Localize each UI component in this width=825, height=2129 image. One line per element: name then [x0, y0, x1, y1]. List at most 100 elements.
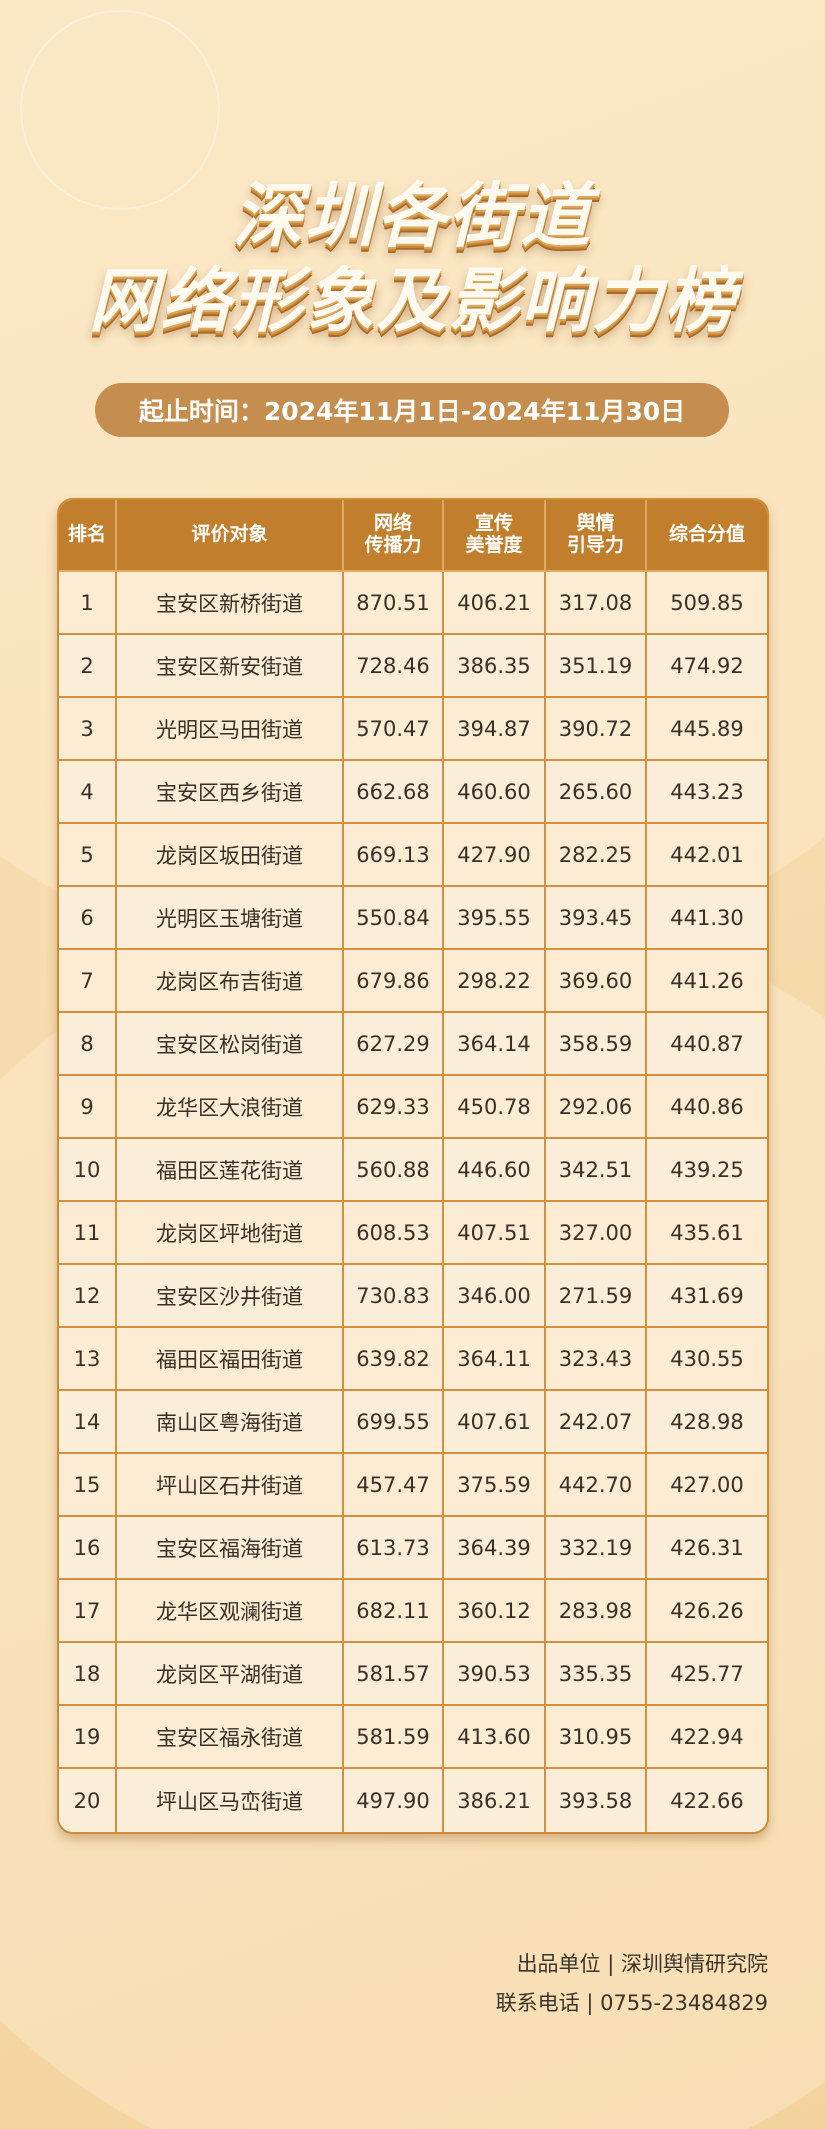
cell-rank: 9: [59, 1076, 117, 1139]
cell-total-score: 445.89: [647, 698, 767, 761]
cell-target: 龙华区大浪街道: [117, 1076, 344, 1139]
cell-total-score: 426.31: [647, 1517, 767, 1580]
page-title-line2: 网络形象及影响力榜: [88, 260, 737, 342]
cell-total-score: 441.30: [647, 887, 767, 950]
cell-network-spread: 457.47: [344, 1454, 444, 1517]
cell-total-score: 440.87: [647, 1013, 767, 1076]
cell-opinion-guidance: 242.07: [546, 1391, 647, 1454]
cell-rank: 19: [59, 1706, 117, 1769]
cell-rank: 17: [59, 1580, 117, 1643]
cell-rank: 10: [59, 1139, 117, 1202]
cell-target: 宝安区西乡街道: [117, 761, 344, 824]
table-row: 20 坪山区马峦街道 497.90 386.21 393.58 422.66: [59, 1769, 767, 1832]
cell-total-score: 439.25: [647, 1139, 767, 1202]
footer-producer: 出品单位 | 深圳舆情研究院: [516, 1952, 768, 1976]
cell-total-score: 422.66: [647, 1769, 767, 1832]
cell-target: 龙岗区平湖街道: [117, 1643, 344, 1706]
cell-opinion-guidance: 393.45: [546, 887, 647, 950]
wifi-decoration-icon: [20, 10, 220, 210]
cell-total-score: 428.98: [647, 1391, 767, 1454]
cell-rank: 8: [59, 1013, 117, 1076]
header-opinion-guidance: 舆情 引导力: [546, 500, 647, 572]
cell-target: 龙岗区坂田街道: [117, 824, 344, 887]
table-row: 6 光明区玉塘街道 550.84 395.55 393.45 441.30: [59, 887, 767, 950]
cell-network-spread: 581.57: [344, 1643, 444, 1706]
cell-opinion-guidance: 393.58: [546, 1769, 647, 1832]
cell-target: 坪山区马峦街道: [117, 1769, 344, 1832]
cell-network-spread: 682.11: [344, 1580, 444, 1643]
cell-target: 福田区莲花街道: [117, 1139, 344, 1202]
table-row: 19 宝安区福永街道 581.59 413.60 310.95 422.94: [59, 1706, 767, 1769]
date-range-badge: 起止时间：2024年11月1日-2024年11月30日: [95, 383, 729, 437]
cell-network-spread: 662.68: [344, 761, 444, 824]
cell-network-spread: 570.47: [344, 698, 444, 761]
cell-network-spread: 679.86: [344, 950, 444, 1013]
cell-total-score: 427.00: [647, 1454, 767, 1517]
cell-publicity-reputation: 460.60: [444, 761, 546, 824]
cell-opinion-guidance: 265.60: [546, 761, 647, 824]
cell-publicity-reputation: 394.87: [444, 698, 546, 761]
table-row: 5 龙岗区坂田街道 669.13 427.90 282.25 442.01: [59, 824, 767, 887]
cell-opinion-guidance: 282.25: [546, 824, 647, 887]
cell-publicity-reputation: 364.39: [444, 1517, 546, 1580]
table-row: 2 宝安区新安街道 728.46 386.35 351.19 474.92: [59, 635, 767, 698]
cell-rank: 7: [59, 950, 117, 1013]
cell-publicity-reputation: 395.55: [444, 887, 546, 950]
cell-publicity-reputation: 298.22: [444, 950, 546, 1013]
cell-total-score: 425.77: [647, 1643, 767, 1706]
cell-total-score: 442.01: [647, 824, 767, 887]
table-row: 12 宝安区沙井街道 730.83 346.00 271.59 431.69: [59, 1265, 767, 1328]
cell-rank: 16: [59, 1517, 117, 1580]
table-header: 排名 评价对象 网络 传播力 宣传 美誉度 舆情 引导力 综合分值: [59, 500, 767, 572]
table-row: 4 宝安区西乡街道 662.68 460.60 265.60 443.23: [59, 761, 767, 824]
table-row: 10 福田区莲花街道 560.88 446.60 342.51 439.25: [59, 1139, 767, 1202]
table-row: 17 龙华区观澜街道 682.11 360.12 283.98 426.26: [59, 1580, 767, 1643]
cell-total-score: 430.55: [647, 1328, 767, 1391]
cell-network-spread: 627.29: [344, 1013, 444, 1076]
cell-publicity-reputation: 375.59: [444, 1454, 546, 1517]
table-row: 11 龙岗区坪地街道 608.53 407.51 327.00 435.61: [59, 1202, 767, 1265]
table-row: 8 宝安区松岗街道 627.29 364.14 358.59 440.87: [59, 1013, 767, 1076]
cell-network-spread: 639.82: [344, 1328, 444, 1391]
cell-network-spread: 581.59: [344, 1706, 444, 1769]
header-rank: 排名: [59, 500, 117, 572]
cell-total-score: 422.94: [647, 1706, 767, 1769]
table-row: 1 宝安区新桥街道 870.51 406.21 317.08 509.85: [59, 572, 767, 635]
cell-opinion-guidance: 271.59: [546, 1265, 647, 1328]
cell-network-spread: 699.55: [344, 1391, 444, 1454]
cell-publicity-reputation: 446.60: [444, 1139, 546, 1202]
cell-total-score: 426.26: [647, 1580, 767, 1643]
cell-opinion-guidance: 358.59: [546, 1013, 647, 1076]
table-row: 15 坪山区石井街道 457.47 375.59 442.70 427.00: [59, 1454, 767, 1517]
cell-rank: 5: [59, 824, 117, 887]
cell-opinion-guidance: 283.98: [546, 1580, 647, 1643]
cell-publicity-reputation: 413.60: [444, 1706, 546, 1769]
table-row: 14 南山区粤海街道 699.55 407.61 242.07 428.98: [59, 1391, 767, 1454]
cell-target: 龙岗区坪地街道: [117, 1202, 344, 1265]
cell-opinion-guidance: 369.60: [546, 950, 647, 1013]
table-row: 7 龙岗区布吉街道 679.86 298.22 369.60 441.26: [59, 950, 767, 1013]
cell-opinion-guidance: 327.00: [546, 1202, 647, 1265]
cell-opinion-guidance: 292.06: [546, 1076, 647, 1139]
header-publicity-reputation: 宣传 美誉度: [444, 500, 546, 572]
cell-total-score: 441.26: [647, 950, 767, 1013]
page-title-line1: 深圳各街道: [232, 175, 593, 257]
cell-opinion-guidance: 310.95: [546, 1706, 647, 1769]
cell-rank: 3: [59, 698, 117, 761]
cell-target: 龙岗区布吉街道: [117, 950, 344, 1013]
cell-rank: 1: [59, 572, 117, 635]
cell-publicity-reputation: 390.53: [444, 1643, 546, 1706]
cell-target: 宝安区新桥街道: [117, 572, 344, 635]
table-row: 9 龙华区大浪街道 629.33 450.78 292.06 440.86: [59, 1076, 767, 1139]
cell-target: 龙华区观澜街道: [117, 1580, 344, 1643]
cell-opinion-guidance: 342.51: [546, 1139, 647, 1202]
cell-target: 宝安区福海街道: [117, 1517, 344, 1580]
cell-network-spread: 613.73: [344, 1517, 444, 1580]
cell-publicity-reputation: 427.90: [444, 824, 546, 887]
cell-publicity-reputation: 407.51: [444, 1202, 546, 1265]
cell-network-spread: 550.84: [344, 887, 444, 950]
header-target: 评价对象: [117, 500, 344, 572]
cell-rank: 2: [59, 635, 117, 698]
cell-network-spread: 730.83: [344, 1265, 444, 1328]
cell-rank: 14: [59, 1391, 117, 1454]
